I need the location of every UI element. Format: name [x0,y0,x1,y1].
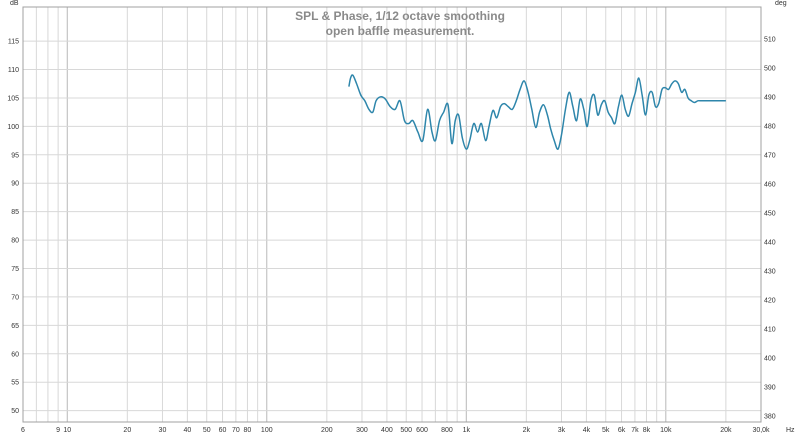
y-tick-label: 85 [11,209,19,216]
x-tick-label: 7k [631,427,639,434]
y2-tick-label: 400 [764,356,776,363]
y2-tick-label: 440 [764,240,776,247]
x-tick-label: 5k [602,427,610,434]
x-tick-label: 800 [441,427,453,434]
x-tick-label: 70 [232,427,240,434]
x-tick-label: 2k [523,427,531,434]
x-tick-label: 10 [63,427,71,434]
y2-tick-label: 450 [764,211,776,218]
x-tick-label: 30,0k [752,427,770,434]
x-tick-label: 500 [400,427,412,434]
x-tick-label: 100 [261,427,273,434]
y-tick-label: 75 [11,266,19,273]
grid [22,7,762,422]
x-tick-label: 20k [720,427,732,434]
chart-subtitle: open baffle measurement. [326,24,475,38]
x-tick-label: 20 [123,427,131,434]
x-tick-label: 200 [321,427,333,434]
y-tick-label: 115 [8,39,19,46]
y2-tick-label: 490 [764,94,776,101]
y2-tick-label: 480 [764,123,776,130]
y2-tick-label: 470 [764,153,776,160]
x-tick-label: 1k [463,427,471,434]
x-tick-label: 30 [159,427,167,434]
chart-title: SPL & Phase, 1/12 octave smoothing [295,9,505,23]
spl-series-line [348,74,726,150]
series-group [348,74,726,150]
x-tick-label: 40 [183,427,191,434]
x-tick-label: 300 [356,427,368,434]
tick-labels: 6 9 10 20 30 40 50 60 70 80 100 200 300 400 500 600 800 1… [7,36,775,434]
y-tick-label: 90 [11,181,19,188]
x-tick-label: 9 [56,427,60,434]
y-tick-label: 105 [7,95,19,102]
x-tick-label: 400 [381,427,393,434]
y-tick-label: 50 [11,408,19,415]
y2-tick-label: 510 [764,36,776,43]
y2-tick-label: 380 [764,414,776,421]
y-tick-label: 95 [11,152,19,159]
x-tick-label: 6 [21,427,25,434]
y2-tick-label: 410 [764,327,776,334]
y-tick-label: 55 [11,380,19,387]
plot-frame [22,6,762,423]
y-unit-right: deg [775,0,787,7]
y-tick-label: 60 [11,351,19,358]
x-tick-label: 50 [203,427,211,434]
x-tick-label: 10k [660,427,672,434]
y-tick-label: 100 [7,124,19,131]
x-unit: Hz [786,427,795,434]
y-tick-label: 110 [8,67,19,74]
y2-tick-label: 420 [764,298,776,305]
x-tick-label: 4k [583,427,591,434]
y-tick-label: 70 [11,294,19,301]
x-tick-label: 8k [643,427,651,434]
y-tick-label: 80 [11,238,19,245]
y-unit-left: dB [10,0,19,7]
x-tick-label: 3k [558,427,566,434]
x-tick-label: 60 [219,427,227,434]
y-tick-label: 65 [11,323,19,330]
y2-tick-label: 460 [764,182,776,189]
x-tick-label: 6k [618,427,626,434]
y2-tick-label: 430 [764,269,776,276]
y2-tick-label: 390 [764,385,776,392]
x-tick-label: 80 [244,427,252,434]
y2-tick-label: 500 [764,65,776,72]
x-tick-label: 600 [416,427,428,434]
